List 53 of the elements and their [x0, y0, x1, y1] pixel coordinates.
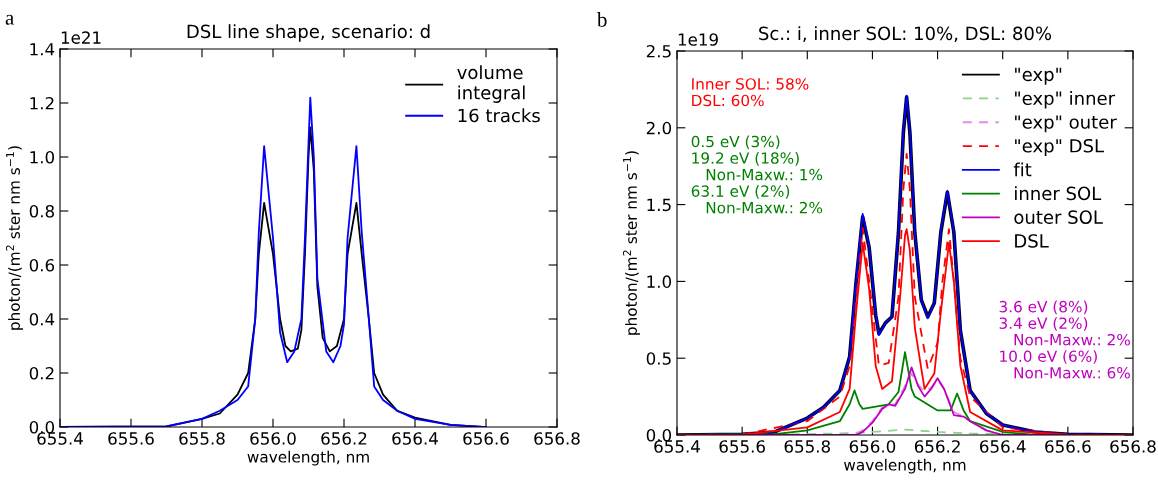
legend-label: DSL: [1015, 234, 1049, 248]
y-tick-label: 2.5: [646, 44, 671, 58]
x-tick-label: 656.4: [392, 432, 438, 445]
y-tick-label: 1.4: [30, 43, 55, 56]
annotation: Inner SOL: 58% DSL: 60%: [692, 78, 809, 107]
x-tick-label: 655.8: [784, 440, 830, 453]
legend-label: volume integral: [457, 65, 525, 103]
x-tick-label: 656.8: [1110, 440, 1156, 453]
legend-label: 16 tracks: [458, 108, 540, 123]
legend-label: "exp": [1015, 67, 1062, 85]
legend-label: "exp" outer: [1015, 115, 1117, 133]
annotation: 3.6 eV (8%) 3.4 eV (2%) Non-Maxw.: 2% 10.0 eV (6%) Non-Maxw.: 6%: [999, 300, 1130, 379]
x-tick-label: 656.6: [463, 432, 509, 445]
x-tick-label: 656.8: [534, 432, 580, 445]
y-tick-label: 0.6: [29, 258, 55, 272]
legend-label: "exp" inner: [1015, 91, 1116, 109]
y-tick-label: 1.5: [647, 198, 671, 212]
y-axis-title: photon/(m$^{2}$ ster nm s$^{−1}$): [5, 146, 23, 330]
x-axis-title: wavelength, nm: [247, 450, 369, 466]
x-tick-label: 655.6: [719, 440, 765, 453]
y-tick-label: 0.4: [29, 312, 55, 326]
text: a: [5, 14, 14, 25]
y-tick-label: 2.0: [646, 121, 672, 135]
legend-label: outer SOL: [1014, 210, 1103, 224]
y-tick-label: 1.2: [30, 96, 54, 110]
text: 1e21: [61, 31, 101, 44]
y-tick-label: 1.0: [647, 275, 672, 288]
chart-title: DSL line shape, scenario: d: [187, 24, 430, 42]
x-tick-label: 656.4: [980, 440, 1026, 453]
x-tick-label: 656.0: [250, 432, 296, 445]
y-tick-label: 0.0: [646, 428, 672, 442]
legend-label: fit: [1013, 162, 1032, 177]
x-tick-label: 655.4: [37, 432, 83, 445]
legend-label: "exp" DSL: [1015, 138, 1104, 157]
text: 1e19: [678, 33, 718, 46]
x-tick-label: 655.6: [108, 432, 154, 445]
x-tick-label: 656.0: [849, 440, 896, 453]
x-tick-label: 655.8: [179, 432, 225, 445]
y-tick-label: 0.2: [29, 366, 54, 380]
y-tick-label: 1.0: [30, 150, 55, 164]
y-tick-label: 0.0: [29, 420, 55, 434]
x-tick-label: 655.4: [654, 440, 700, 453]
legend-label: inner SOL: [1015, 186, 1102, 201]
y-tick-label: 0.8: [29, 204, 54, 218]
y-tick-label: 0.5: [646, 352, 671, 365]
chart-title: Sc.: i, inner SOL: 10%, DSL: 80%: [759, 26, 1052, 42]
x-tick-label: 656.2: [914, 440, 960, 453]
x-axis-title: wavelength, nm: [844, 458, 966, 474]
x-tick-label: 656.2: [321, 432, 367, 445]
x-tick-label: 656.6: [1045, 440, 1091, 453]
text: b: [597, 12, 607, 27]
annotation: 0.5 eV (3%) 19.2 eV (18%) Non-Maxw.: 1% 63.1 eV (2%) Non-Maxw.: 2%: [691, 135, 823, 214]
y-axis-title: photon/(m$^{2}$ ster nm s$^{−1}$): [622, 151, 640, 335]
